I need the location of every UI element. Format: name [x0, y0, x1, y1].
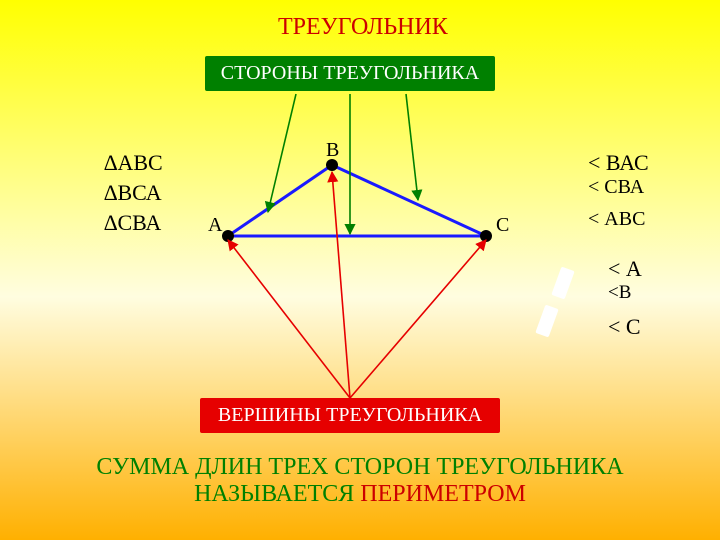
vertex-label-c: С [496, 214, 509, 237]
vertex-label-a: A [208, 214, 222, 237]
slide-stage: ТРЕУГОЛЬНИК СТОРОНЫ ТРЕУГОЛЬНИКА ВЕРШИНЫ… [0, 0, 720, 540]
triangle-name-item: ∆ВСА [104, 180, 162, 206]
vertex-label-b: В [326, 139, 339, 162]
perimeter-definition: СУММА ДЛИН ТРЕХ СТОРОН ТРЕУГОЛЬНИКА НАЗЫ… [0, 454, 720, 508]
angle-label-item: < А [608, 256, 642, 282]
angle-label-item: < АВС [588, 208, 645, 231]
bottom-line1: СУММА ДЛИН ТРЕХ СТОРОН ТРЕУГОЛЬНИКА [96, 454, 623, 480]
angle-label-item: <В [608, 282, 631, 304]
triangle-name-item: ∆СВА [104, 210, 161, 236]
bottom-line2b: ПЕРИМЕТРОМ [360, 481, 526, 507]
angle-label-item: < С [608, 314, 641, 340]
slide-title: ТРЕУГОЛЬНИК [278, 14, 448, 41]
triangle-name-item: ∆АВС [104, 150, 163, 176]
angle-label-item: < СВА [588, 176, 644, 199]
bottom-line2a: НАЗЫВАЕТСЯ [194, 481, 360, 507]
angle-label-item: < ВАС [588, 150, 649, 176]
vertices-box: ВЕРШИНЫ ТРЕУГОЛЬНИКА [200, 398, 500, 433]
sides-box: СТОРОНЫ ТРЕУГОЛЬНИКА [205, 56, 495, 91]
